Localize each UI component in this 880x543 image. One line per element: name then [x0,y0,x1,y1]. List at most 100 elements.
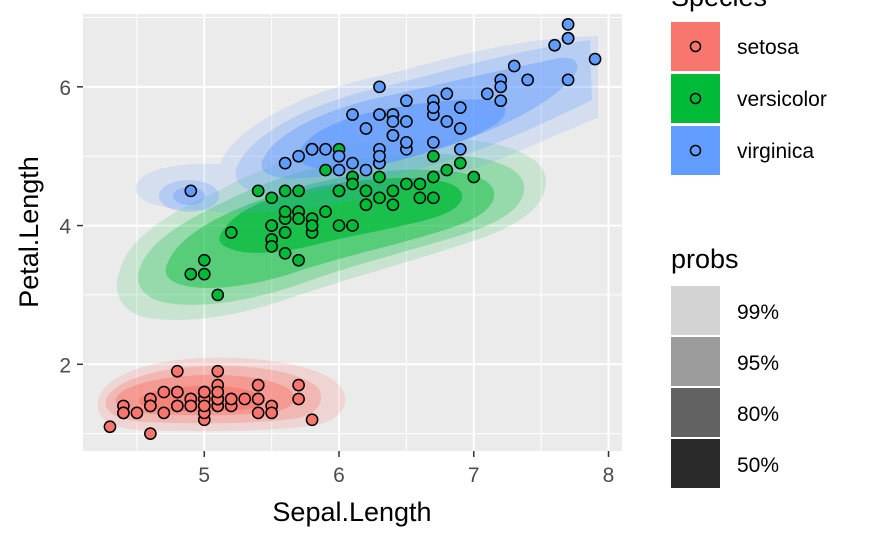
density-virginica-50 [298,99,506,170]
y-tick-label: 2 [59,354,71,377]
point-versicolor [292,212,305,225]
point-setosa [251,392,265,406]
point-virginica [440,115,454,128]
axis-ticks: 5 6 7 8 2 4 6 [59,77,614,487]
point-setosa [170,364,184,378]
point-virginica [507,59,521,73]
point-setosa [292,392,305,406]
point-setosa [265,406,278,420]
point-setosa [157,406,171,420]
legend-title-species: Species [671,0,767,12]
point-versicolor [359,184,373,198]
point-virginica [521,73,535,87]
legend-title-probs: probs [671,244,739,274]
point-setosa [251,378,265,392]
points-layer [103,18,602,441]
point-versicolor [184,267,198,281]
point-versicolor [346,177,359,191]
legend-point-virginica [689,144,702,157]
point-versicolor [292,184,305,198]
x-axis-title: Sepal.Length [272,497,431,527]
point-versicolor [292,253,305,267]
legend-key-probs-80% [671,388,720,437]
point-versicolor [224,226,238,239]
legend-label-probs-80%: 80% [737,403,779,426]
point-versicolor [386,184,400,198]
point-versicolor [427,149,440,163]
point-setosa [211,385,225,399]
point-virginica [346,108,359,121]
point-versicolor [346,219,359,232]
point-virginica [548,38,561,52]
point-setosa [103,420,117,434]
point-virginica [373,108,386,121]
point-versicolor [278,246,292,260]
y-tick-label: 4 [59,216,71,239]
point-versicolor [359,198,373,212]
point-virginica [332,149,346,163]
point-virginica [386,115,400,128]
point-setosa [144,427,157,441]
point-setosa [238,392,252,406]
point-versicolor [413,177,427,191]
legend-label-probs-99%: 99% [737,301,779,324]
point-versicolor [440,163,454,177]
point-versicolor [386,198,400,212]
point-virginica [373,80,386,94]
point-versicolor [278,205,292,219]
point-versicolor [373,191,386,205]
point-versicolor [319,163,332,177]
point-versicolor [265,240,278,253]
point-virginica [359,163,373,177]
point-setosa [170,399,184,413]
point-setosa [197,399,211,413]
point-virginica [400,135,413,149]
x-tick-label: 5 [198,464,210,487]
legend-point-setosa [689,40,702,53]
point-virginica [332,163,346,177]
y-tick-label: 6 [59,77,71,100]
legend-label-probs-95%: 95% [737,352,779,375]
point-virginica [386,129,400,142]
point-virginica [346,156,359,170]
point-virginica [427,101,440,114]
point-virginica [440,87,454,101]
legend-key-probs-50% [671,439,720,488]
point-virginica [319,142,332,156]
point-virginica [561,18,575,31]
point-setosa [157,385,171,399]
point-setosa [117,406,130,420]
legend-label-versicolor: versicolor [737,88,827,111]
point-versicolor [278,184,292,198]
point-setosa [170,385,184,399]
point-setosa [292,378,305,392]
legend-key-probs-95% [671,337,720,386]
point-versicolor [197,267,211,281]
point-versicolor [413,191,427,205]
y-axis-title: Petal.Length [14,156,44,308]
point-setosa [211,364,225,378]
point-versicolor [427,191,440,205]
legend-label-virginica: virginica [737,140,814,163]
point-virginica [427,135,440,149]
point-virginica [561,31,575,45]
point-versicolor [251,184,265,198]
point-versicolor [197,253,211,267]
point-versicolor [453,156,467,170]
point-virginica [373,149,386,163]
point-setosa [224,392,238,406]
point-setosa [197,385,211,399]
legend-label-setosa: setosa [737,36,799,59]
x-tick-label: 8 [603,464,615,487]
point-virginica [494,94,508,108]
point-virginica [278,156,292,170]
legend-point-versicolor [689,92,702,105]
point-virginica [561,73,575,87]
point-versicolor [305,219,319,232]
point-versicolor [332,184,346,198]
point-setosa [184,399,198,413]
point-versicolor [278,226,292,239]
point-versicolor [373,170,386,184]
x-tick-label: 7 [468,464,480,487]
